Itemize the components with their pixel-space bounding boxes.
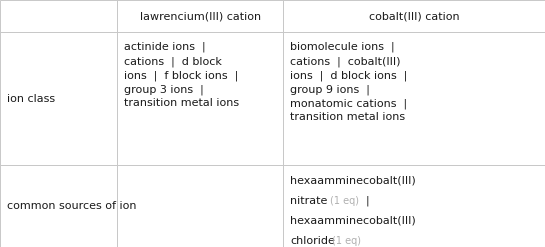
Bar	[283, 32, 545, 165]
Text: biomolecule ions  |
cations  |  cobalt(III)
ions  |  d block ions  |
group 9 ion: biomolecule ions | cations | cobalt(III)…	[290, 42, 407, 123]
Bar	[0, 0, 117, 32]
Text: |: |	[359, 196, 369, 206]
Text: ion class: ion class	[7, 94, 55, 104]
Bar	[283, 165, 545, 247]
Text: hexaamminecobalt(III): hexaamminecobalt(III)	[290, 175, 416, 185]
Text: (1 eq): (1 eq)	[330, 196, 359, 206]
Bar	[0, 165, 117, 247]
Text: (1 eq): (1 eq)	[332, 236, 361, 246]
Bar	[0, 32, 117, 165]
Bar	[117, 32, 283, 165]
Text: nitrate: nitrate	[290, 196, 328, 206]
Text: actinide ions  |
cations  |  d block
ions  |  f block ions  |
group 3 ions  |
tr: actinide ions | cations | d block ions |…	[124, 42, 239, 108]
Text: chloride: chloride	[290, 236, 335, 246]
Bar	[117, 165, 283, 247]
Text: lawrencium(III) cation: lawrencium(III) cation	[140, 11, 261, 21]
Text: common sources of ion: common sources of ion	[7, 201, 136, 211]
Bar	[283, 0, 545, 32]
Bar	[117, 0, 283, 32]
Text: hexaamminecobalt(III): hexaamminecobalt(III)	[290, 216, 416, 226]
Text: cobalt(III) cation: cobalt(III) cation	[369, 11, 459, 21]
